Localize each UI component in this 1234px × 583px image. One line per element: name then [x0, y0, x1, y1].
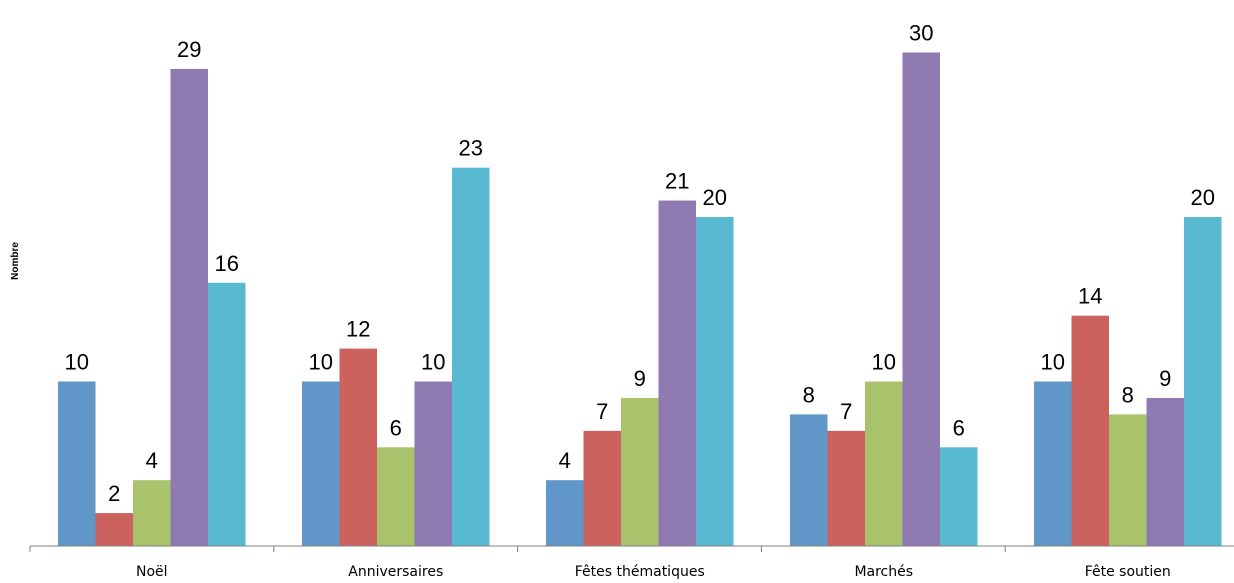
- bar-4-series-2: [827, 430, 865, 546]
- bar-1-series-2: [95, 513, 133, 546]
- bar-2-series-2: [339, 348, 377, 546]
- data-label-3-series-4: 21: [665, 169, 689, 194]
- bar-1-series-3: [133, 480, 171, 546]
- data-label-3-series-1: 4: [559, 448, 571, 473]
- category-label-1: Noël: [136, 564, 168, 580]
- data-label-5-series-5: 20: [1191, 185, 1215, 210]
- data-label-1-series-2: 2: [108, 481, 120, 506]
- bar-3-series-1: [546, 480, 584, 546]
- data-label-3-series-3: 9: [634, 366, 646, 391]
- data-label-4-series-5: 6: [953, 415, 965, 440]
- data-label-1-series-1: 10: [65, 350, 89, 375]
- bar-3-series-2: [583, 430, 621, 546]
- data-label-5-series-3: 8: [1122, 382, 1134, 407]
- bar-1-series-4: [170, 68, 208, 546]
- bar-4-series-5: [940, 447, 978, 546]
- bar-2-series-5: [452, 167, 490, 546]
- bar-5-series-1: [1034, 381, 1072, 546]
- data-label-3-series-2: 7: [596, 399, 608, 424]
- data-label-5-series-4: 9: [1159, 366, 1171, 391]
- bar-1-series-5: [208, 282, 246, 546]
- data-label-2-series-2: 12: [346, 317, 370, 342]
- data-label-5-series-2: 14: [1078, 284, 1102, 309]
- bar-4-series-3: [865, 381, 903, 546]
- bar-2-series-1: [302, 381, 340, 546]
- bar-1-series-1: [58, 381, 96, 546]
- category-label-3: Fêtes thématiques: [575, 564, 705, 580]
- category-labels-group: Noël Anniversaires Fêtes thématiques Marché…: [136, 564, 1171, 580]
- data-label-2-series-5: 23: [459, 136, 483, 161]
- data-label-4-series-3: 10: [872, 350, 896, 375]
- bar-5-series-2: [1071, 315, 1109, 546]
- data-label-1-series-3: 4: [146, 448, 158, 473]
- data-label-3-series-5: 20: [703, 185, 727, 210]
- data-label-5-series-1: 10: [1041, 350, 1065, 375]
- bar-4-series-1: [790, 414, 828, 546]
- bar-5-series-3: [1109, 414, 1147, 546]
- data-label-4-series-1: 8: [803, 382, 815, 407]
- bar-5-series-4: [1146, 397, 1184, 546]
- bar-2-series-4: [414, 381, 452, 546]
- data-label-1-series-5: 16: [215, 251, 239, 276]
- bar-2-series-3: [377, 447, 415, 546]
- data-label-4-series-4: 30: [909, 21, 933, 46]
- category-label-2: Anniversaires: [348, 564, 443, 580]
- category-label-5: Fête soutien: [1085, 564, 1171, 580]
- data-label-2-series-1: 10: [309, 350, 333, 375]
- data-label-1-series-4: 29: [177, 37, 201, 62]
- y-axis-label: Nombre: [10, 242, 21, 280]
- bar-3-series-3: [621, 397, 659, 546]
- data-label-4-series-2: 7: [840, 399, 852, 424]
- category-label-4: Marchés: [854, 564, 913, 580]
- x-ticks-group: [29, 546, 1006, 552]
- bar-3-series-5: [696, 217, 734, 546]
- bar-4-series-4: [902, 52, 940, 546]
- bars-group: [58, 52, 1222, 547]
- data-label-2-series-3: 6: [390, 415, 402, 440]
- bar-3-series-4: [658, 200, 696, 547]
- data-label-2-series-4: 10: [421, 350, 445, 375]
- bar-5-series-5: [1184, 217, 1222, 546]
